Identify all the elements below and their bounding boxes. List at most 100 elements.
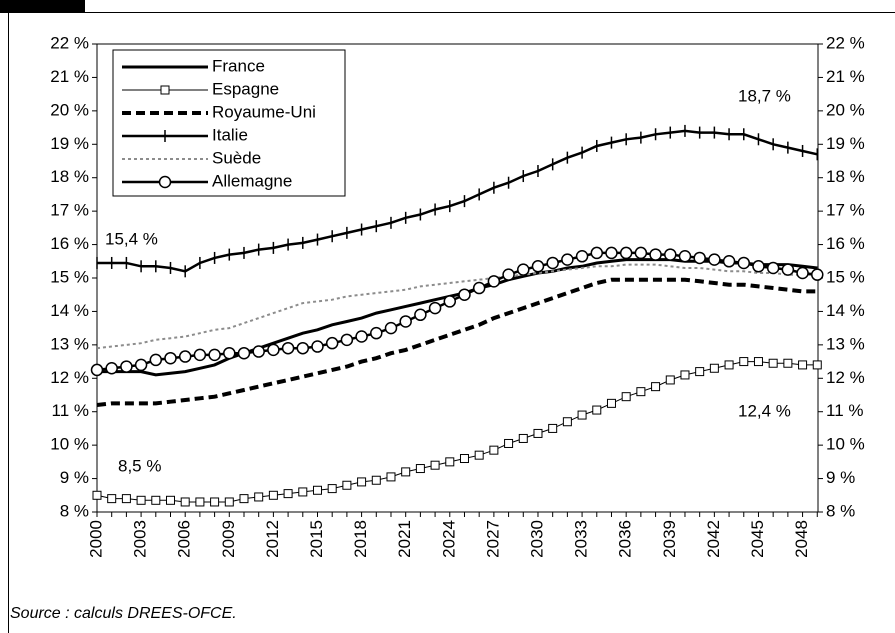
series-line — [96, 263, 818, 350]
circle-marker — [370, 326, 383, 340]
x-tick-label: 2003 — [131, 520, 150, 558]
y-tick-label: 21 % — [50, 67, 89, 86]
annotation: 18,7 % — [738, 86, 791, 105]
x-tick-label: 2009 — [219, 520, 238, 558]
square-marker — [621, 392, 631, 402]
y2-tick-label: 11 % — [826, 401, 864, 420]
square-marker — [445, 457, 455, 467]
y2-tick-label: 14 % — [826, 301, 865, 320]
legend-label: Royaume-Uni — [212, 102, 316, 121]
square-marker — [636, 387, 646, 397]
x-tick-label: 2033 — [572, 520, 591, 558]
square-marker — [562, 417, 572, 427]
x-tick-label: 2000 — [86, 520, 105, 558]
circle-marker — [384, 321, 398, 335]
annotation: 12,4 % — [738, 401, 791, 420]
square-marker — [121, 494, 131, 504]
square-marker — [680, 370, 690, 380]
square-marker — [283, 489, 293, 499]
circle-marker — [664, 248, 677, 261]
circle-marker — [193, 348, 207, 362]
legend-box — [112, 49, 346, 197]
circle-marker — [296, 341, 310, 355]
circle-marker — [164, 351, 177, 365]
circle-marker — [722, 255, 736, 268]
header-tab — [0, 0, 85, 13]
source-note: Source : calculs DREES-OFCE. — [10, 605, 237, 622]
square-marker — [768, 358, 778, 368]
y-tick-label: 12 % — [50, 368, 89, 387]
y2-tick-label: 19 % — [826, 134, 865, 153]
circle-marker — [590, 246, 604, 260]
square-marker — [753, 357, 763, 367]
square-marker — [151, 495, 161, 505]
square-marker — [312, 485, 322, 495]
circle-marker — [414, 308, 427, 322]
y2-tick-label: 20 % — [826, 100, 865, 119]
square-marker — [254, 492, 264, 502]
square-marker — [357, 477, 367, 487]
square-marker — [533, 428, 543, 438]
x-tick-label: 2045 — [748, 520, 767, 558]
series-line — [96, 361, 818, 503]
square-marker — [224, 497, 234, 507]
circle-marker — [340, 333, 354, 347]
square-marker — [268, 490, 278, 500]
legend-label: Suède — [212, 148, 261, 167]
circle-marker — [428, 301, 442, 315]
square-marker — [401, 467, 411, 477]
circle-marker — [737, 256, 751, 270]
square-marker — [92, 490, 102, 500]
circle-marker — [605, 246, 618, 260]
circle-marker — [267, 343, 280, 357]
square-marker — [592, 405, 602, 415]
annotation: 8,5 % — [118, 456, 161, 475]
circle-marker — [752, 260, 765, 273]
legend-label: Italie — [212, 125, 248, 144]
y-tick-label: 14 % — [50, 301, 89, 320]
y2-tick-label: 21 % — [826, 67, 865, 86]
y-tick-label: 16 % — [50, 234, 89, 253]
y2-tick-label: 18 % — [826, 167, 865, 186]
y2-tick-label: 13 % — [826, 334, 865, 353]
x-tick-label: 2048 — [792, 520, 811, 558]
x-tick-label: 2030 — [527, 520, 546, 558]
circle-marker — [649, 248, 662, 261]
y-tick-label: 11 % — [52, 401, 90, 420]
square-marker — [489, 445, 499, 455]
y-tick-label: 8 % — [60, 501, 89, 520]
y2-tick-label: 22 % — [826, 33, 865, 52]
y-tick-label: 13 % — [50, 334, 89, 353]
y-tick-label: 22 % — [50, 33, 89, 52]
circle-marker — [252, 345, 265, 358]
square-marker — [798, 360, 808, 370]
square-marker — [695, 367, 705, 377]
circle-marker — [796, 266, 809, 280]
x-tick-label: 2042 — [704, 520, 723, 558]
x-tick-label: 2012 — [263, 520, 282, 558]
circle-marker — [443, 295, 457, 308]
x-tick-label: 2039 — [660, 520, 679, 558]
square-marker — [518, 433, 528, 443]
y2-tick-label: 16 % — [826, 234, 865, 253]
square-marker — [709, 363, 719, 373]
y-tick-label: 19 % — [50, 134, 89, 153]
square-marker — [504, 438, 514, 448]
circle-marker — [120, 360, 133, 373]
x-tick-label: 2036 — [616, 520, 635, 558]
y-tick-label: 9 % — [60, 468, 89, 487]
circle-marker — [502, 268, 515, 281]
y2-tick-label: 17 % — [826, 201, 865, 220]
y2-tick-label: 8 % — [826, 501, 855, 520]
y2-tick-label: 10 % — [826, 435, 865, 454]
square-marker — [548, 423, 558, 433]
x-tick-label: 2018 — [351, 520, 370, 558]
square-marker — [298, 487, 308, 497]
y-tick-label: 20 % — [50, 100, 89, 119]
circle-marker — [693, 251, 706, 265]
circle-marker — [208, 348, 221, 362]
annotation: 15,4 % — [105, 229, 158, 248]
circle-marker — [90, 363, 104, 377]
circle-marker — [575, 250, 589, 263]
circle-marker — [355, 330, 368, 343]
